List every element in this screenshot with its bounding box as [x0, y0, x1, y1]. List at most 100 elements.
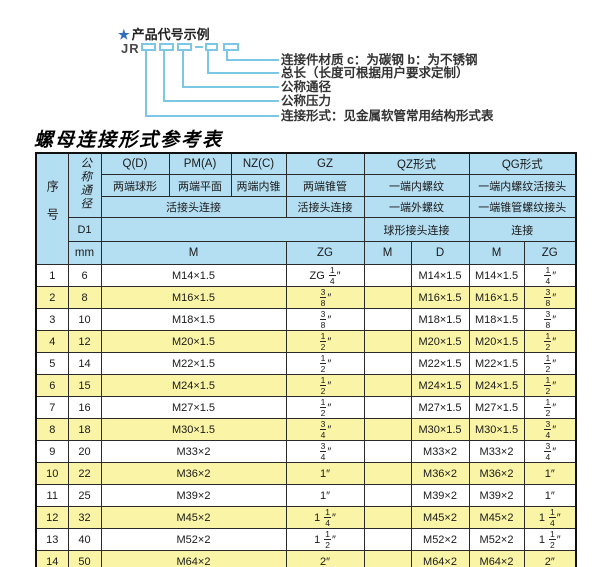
code-box-4 [205, 43, 218, 51]
cell-zg: 3 8 ″ [285, 308, 365, 331]
cell-m-thread: M36×2 [100, 462, 287, 485]
header-qz-desc1: 一端内螺纹 [363, 174, 470, 197]
table-row: 3 10 M18×1.5 3 8 ″ M18×1.5 M18×1.5 3 8 ″ [35, 308, 577, 331]
table-row: 9 20 M33×2 3 4 ″ M33×2 M33×2 3 4 ″ [35, 440, 577, 463]
header-m: M [100, 241, 287, 265]
code-box-5 [223, 43, 239, 51]
cell-qz-m [363, 286, 412, 309]
cell-qg-zg: 3 4 ″ [523, 440, 577, 463]
cell-dn-mm: 12 [67, 330, 102, 353]
cell-qg-m: M45×2 [468, 506, 525, 529]
cell-qz-d: M14×1.5 [410, 264, 470, 287]
cell-qg-m: M22×1.5 [468, 352, 525, 375]
cell-zg: 3 4 ″ [285, 440, 365, 463]
cell-zg: 1 2 ″ [285, 330, 365, 353]
cell-qz-d: M22×1.5 [410, 352, 470, 375]
cell-m-thread: M52×2 [100, 528, 287, 551]
cell-dn-mm: 16 [67, 396, 102, 419]
product-code-heading-text: 产品代号示例 [131, 27, 210, 42]
cell-qz-m [363, 528, 412, 551]
cell-qg-zg: 1 2 ″ [523, 374, 577, 397]
cell-qg-m: M16×1.5 [468, 286, 525, 309]
header-gz: GZ [285, 152, 365, 175]
cell-qg-m: M64×2 [468, 550, 525, 567]
cell-dn-mm: 18 [67, 418, 102, 441]
cell-qz-d: M24×1.5 [410, 374, 470, 397]
header-qg: QG形式 [468, 152, 577, 175]
cell-serial: 8 [35, 418, 69, 441]
leader-line [207, 51, 209, 74]
cell-qg-m: M14×1.5 [468, 264, 525, 287]
header-qz-d: D [410, 241, 470, 265]
cell-qg-zg: 1 1 4 ″ [523, 506, 577, 529]
cell-m-thread: M16×1.5 [100, 286, 287, 309]
cell-qg-zg: 1 4 ″ [523, 264, 577, 287]
table-row: 14 50 M64×2 2″ M64×2 M64×2 2″ [35, 550, 577, 567]
cell-serial: 5 [35, 352, 69, 375]
cell-qz-m [363, 550, 412, 567]
cell-serial: 9 [35, 440, 69, 463]
header-zg: ZG [285, 241, 365, 265]
leader-line [163, 100, 279, 102]
cell-dn-mm: 6 [67, 264, 102, 287]
header-union-connection: 活接头连接 [100, 196, 287, 218]
cell-dn-mm: 32 [67, 506, 102, 529]
cell-zg: 1 1 4 ″ [285, 506, 365, 529]
cell-qg-zg: 1 1 2 ″ [523, 528, 577, 551]
header-dn: 公称通径 [67, 152, 102, 218]
cell-qz-m [363, 264, 412, 287]
header-nzc-desc: 两端内锥 [230, 174, 287, 197]
cell-zg: 1 2 ″ [285, 374, 365, 397]
cell-qg-zg: 3 8 ″ [523, 308, 577, 331]
header-mm: mm [67, 241, 102, 265]
cell-qg-m: M30×1.5 [468, 418, 525, 441]
table-row: 8 18 M30×1.5 3 4 ″ M30×1.5 M30×1.5 3 4 ″ [35, 418, 577, 441]
cell-serial: 11 [35, 484, 69, 507]
cell-zg: 1 2 ″ [285, 352, 365, 375]
leader-line [163, 51, 165, 102]
header-blank [100, 217, 365, 242]
cell-qg-zg: 1″ [523, 462, 577, 485]
cell-zg: 3 4 ″ [285, 418, 365, 441]
code-box-2 [159, 43, 174, 51]
cell-qz-d: M36×2 [410, 462, 470, 485]
table-row: 6 15 M24×1.5 1 2 ″ M24×1.5 M24×1.5 1 2 ″ [35, 374, 577, 397]
cell-qz-d: M16×1.5 [410, 286, 470, 309]
header-qz: QZ形式 [363, 152, 470, 175]
cell-qz-m [363, 440, 412, 463]
cell-m-thread: M18×1.5 [100, 308, 287, 331]
code-box-3 [177, 43, 192, 51]
header-pma: PM(A) [168, 152, 232, 175]
cell-zg: 1 2 ″ [285, 396, 365, 419]
cell-serial: 4 [35, 330, 69, 353]
cell-dn-mm: 10 [67, 308, 102, 331]
table-row: 5 14 M22×1.5 1 2 ″ M22×1.5 M22×1.5 1 2 ″ [35, 352, 577, 375]
code-prefix: JR [121, 41, 140, 56]
cell-qz-m [363, 506, 412, 529]
cell-dn-mm: 25 [67, 484, 102, 507]
code-label-diameter: 公称通径 [281, 80, 332, 94]
leader-line [226, 51, 228, 61]
header-qg-connection: 连接 [468, 217, 577, 242]
cell-serial: 2 [35, 286, 69, 309]
cell-qg-m: M27×1.5 [468, 396, 525, 419]
cell-m-thread: M27×1.5 [100, 396, 287, 419]
cell-qz-d: M20×1.5 [410, 330, 470, 353]
cell-dn-mm: 50 [67, 550, 102, 567]
cell-zg: 2″ [285, 550, 365, 567]
cell-qg-zg: 2″ [523, 550, 577, 567]
table-row: 12 32 M45×2 1 1 4 ″ M45×2 M45×2 1 1 4 ″ [35, 506, 577, 529]
table-row: 13 40 M52×2 1 1 2 ″ M52×2 M52×2 1 1 2 ″ [35, 528, 577, 551]
cell-qz-d: M27×1.5 [410, 396, 470, 419]
header-qg-desc1: 一端内螺纹活接头 [468, 174, 577, 197]
cell-qz-d: M33×2 [410, 440, 470, 463]
cell-dn-mm: 20 [67, 440, 102, 463]
cell-serial: 10 [35, 462, 69, 485]
cell-serial: 12 [35, 506, 69, 529]
cell-qz-d: M52×2 [410, 528, 470, 551]
cell-qg-m: M24×1.5 [468, 374, 525, 397]
header-pma-desc: 两端平面 [168, 174, 232, 197]
cell-dn-mm: 8 [67, 286, 102, 309]
cell-qz-d: M64×2 [410, 550, 470, 567]
cell-qz-d: M45×2 [410, 506, 470, 529]
